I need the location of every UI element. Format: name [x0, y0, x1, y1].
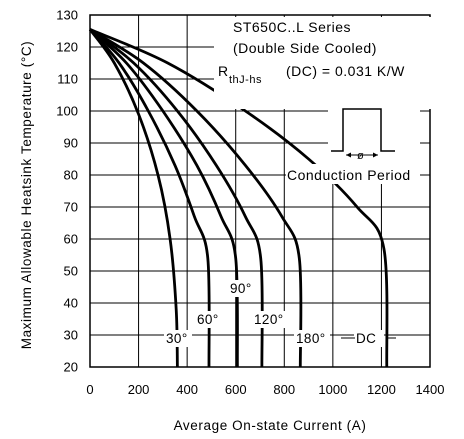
rth-subscript: thJ-hs: [229, 74, 262, 86]
curve-label: 60°: [197, 312, 219, 327]
y-tick-label: 80: [64, 168, 78, 183]
y-tick-label: 110: [57, 72, 78, 87]
x-tick-label: 200: [128, 382, 150, 397]
y-tick-label: 50: [64, 264, 78, 279]
annotation-background: [214, 17, 434, 109]
rth-symbol: R: [218, 63, 229, 79]
x-tick-labels: 0 200 400 600 800 1000 1200 1400: [86, 382, 444, 397]
curve-dc: [89, 28, 389, 368]
curve-label: 180°: [296, 331, 326, 346]
x-tick-label: 1400: [416, 382, 445, 397]
conduction-label-background: [286, 164, 420, 184]
y-tick-label: 70: [64, 200, 78, 215]
curve-label-background: [294, 330, 330, 347]
y-tick-label: 40: [64, 296, 78, 311]
x-axis-label: Average On-state Current (A): [174, 418, 367, 433]
curve-label-background: [252, 311, 288, 328]
phi-symbol: ø: [357, 150, 364, 162]
curve-label: DC: [356, 331, 376, 346]
y-tick-label: 120: [56, 40, 78, 55]
y-tick-label: 60: [64, 232, 78, 247]
y-tick-labels: 20 30 40 50 60 70 80 90 100 110 120 130: [56, 8, 78, 375]
rth-value: (DC) = 0.031 K/W: [286, 63, 405, 79]
curve-60deg: [88, 28, 211, 368]
series-title: ST650C..L Series: [233, 19, 351, 35]
curve-30deg: [88, 28, 179, 368]
curve-label-background: [195, 311, 219, 328]
curve-180deg: [89, 28, 303, 368]
x-tick-label: 800: [273, 382, 295, 397]
curve-label-background: [228, 280, 254, 297]
y-tick-label: 100: [56, 104, 78, 119]
curve-120deg: [89, 28, 264, 368]
x-tick-label: 1200: [367, 382, 396, 397]
y-tick-label: 20: [64, 360, 78, 375]
conduction-period-diagram: ø: [328, 107, 420, 167]
curve-label: 90°: [230, 281, 252, 296]
x-tick-label: 1000: [318, 382, 347, 397]
y-tick-label: 30: [64, 328, 78, 343]
curve-label: 30°: [166, 331, 188, 346]
curve-label: 120°: [254, 312, 284, 327]
y-tick-label: 130: [56, 8, 78, 23]
x-tick-label: 400: [176, 382, 198, 397]
y-tick-label: 90: [64, 136, 78, 151]
cooling-note: (Double Side Cooled): [233, 40, 377, 56]
x-tick-label: 600: [225, 382, 247, 397]
curves: [88, 28, 389, 368]
curve-labels: 30° 60° 90° 120° 180° DC: [164, 280, 396, 347]
y-axis-label: Maximum Allowable Heatsink Temperature (…: [19, 41, 34, 350]
x-tick-label: 0: [86, 382, 93, 397]
curve-label-background: [354, 330, 384, 347]
curve-90deg: [89, 28, 239, 368]
conduction-label: Conduction Period: [287, 167, 411, 183]
curve-label-background: [164, 330, 192, 347]
plot-frame: [89, 14, 431, 368]
